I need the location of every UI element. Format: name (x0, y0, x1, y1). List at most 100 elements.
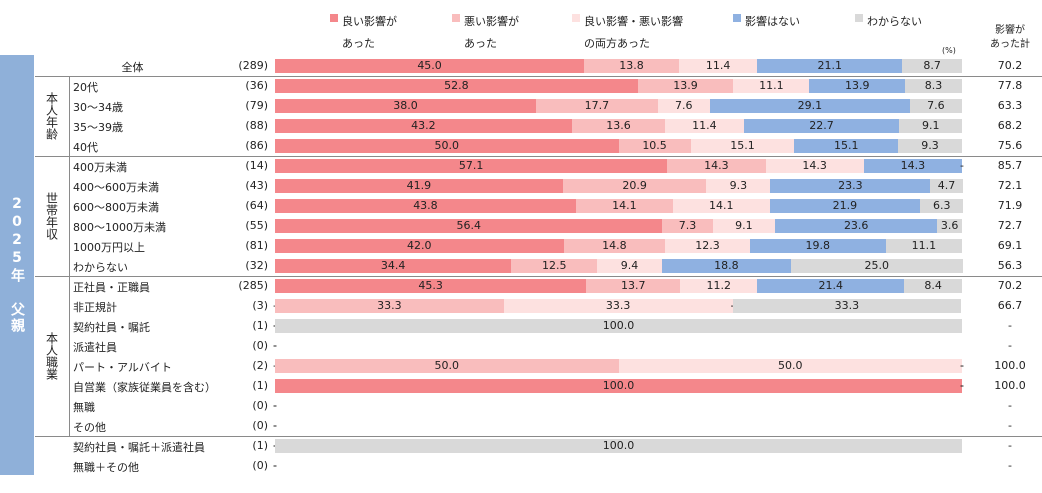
value-label: 3.6 (940, 219, 959, 232)
legend-swatch (733, 14, 741, 22)
bar-segment (902, 59, 962, 73)
count-label: (86) (245, 139, 268, 152)
value-label: - (960, 379, 964, 392)
bar-segment (536, 99, 658, 113)
value-label: 10.5 (642, 139, 667, 152)
legend-label: 悪い影響が あった (464, 15, 519, 50)
bar-segment (275, 259, 512, 273)
value-label: 45.0 (417, 59, 442, 72)
group-divider (69, 76, 70, 156)
category-label: 派遣社員 (73, 341, 117, 354)
count-label: (36) (245, 79, 268, 92)
value-label: - (273, 459, 277, 472)
value-label: - (960, 379, 964, 392)
category-label: 非正規計 (73, 301, 117, 314)
value-label: 9.3 (921, 139, 939, 152)
bar-segment (909, 99, 962, 113)
value-label: - (273, 399, 277, 412)
value-label: - (960, 359, 964, 372)
value-label: 14.3 (802, 159, 827, 172)
value-label: 43.8 (413, 199, 438, 212)
category-label: 正社員・正職員 (73, 281, 150, 294)
bar-segment (275, 119, 572, 133)
bar-segment (275, 319, 962, 333)
bar-segment (618, 359, 962, 373)
bar-segment (899, 119, 962, 133)
value-label: - (273, 339, 277, 352)
group-divider (69, 156, 70, 276)
bar-segment (584, 59, 679, 73)
category-label: その他 (73, 421, 106, 434)
value-label: 45.3 (418, 279, 443, 292)
total-label: - (1008, 439, 1012, 452)
value-label: 21.4 (818, 279, 844, 292)
value-label: 41.9 (406, 179, 432, 192)
total-label: 77.8 (997, 79, 1023, 92)
value-label: - (273, 339, 277, 352)
bar-segment (769, 199, 921, 213)
bar-segment (904, 79, 962, 93)
bar-segment (571, 119, 666, 133)
bar-segment (790, 259, 963, 273)
value-label: 23.3 (838, 179, 863, 192)
category-label: 契約社員・嘱託＋派遣社員 (73, 441, 205, 454)
value-label: 13.7 (621, 279, 646, 292)
total-label: 72.1 (997, 179, 1023, 192)
value-label: 14.3 (704, 159, 729, 172)
group-label: 本人職業 (44, 332, 59, 380)
count-label: (55) (245, 219, 268, 232)
legend-label: わからない (867, 15, 922, 28)
total-label: 56.3 (997, 259, 1023, 272)
category-label: 自営業（家族従業員を含む） (73, 381, 216, 394)
group-label: 世帯年収 (44, 192, 59, 240)
value-label: 38.0 (393, 99, 418, 112)
value-label: 7.6 (927, 99, 945, 112)
value-label: - (273, 419, 277, 432)
bar-segment (503, 299, 733, 313)
value-label: 9.1 (735, 219, 753, 232)
bar-segment (680, 279, 758, 293)
category-label: 無職＋その他 (73, 461, 139, 474)
total-label: 100.0 (994, 359, 1026, 372)
count-label: (0) (252, 399, 268, 412)
bar-segment (920, 199, 964, 213)
category-label: わからない (73, 261, 128, 274)
value-label: 20.9 (622, 179, 647, 192)
value-label: - (960, 159, 964, 172)
bar-segment (733, 79, 810, 93)
value-label: 100.0 (602, 379, 635, 392)
group-separator (35, 76, 1042, 77)
value-label: - (273, 459, 277, 472)
bar-segment (678, 59, 758, 73)
total-label: 75.6 (997, 139, 1023, 152)
group-separator (35, 156, 1042, 157)
value-label: 13.9 (844, 79, 870, 92)
bar-segment (765, 159, 864, 173)
value-label: 4.7 (937, 179, 956, 192)
value-label: 34.4 (380, 259, 406, 272)
category-label: 全体 (121, 61, 144, 74)
legend-swatch (452, 14, 460, 22)
bar-segment (743, 119, 900, 133)
category-label: 20代 (73, 81, 98, 94)
bar-segment (757, 59, 903, 73)
value-label: 11.1 (911, 239, 937, 252)
value-label: 11.4 (692, 119, 717, 132)
bar-segment (937, 219, 962, 233)
value-label: 33.3 (834, 299, 860, 312)
bar-segment (904, 279, 962, 293)
value-label: 50.0 (778, 359, 803, 372)
value-label: 33.3 (377, 299, 402, 312)
value-label: - (273, 459, 277, 472)
value-label: 17.7 (584, 99, 610, 112)
count-label: (43) (245, 179, 268, 192)
bar-segment (898, 139, 962, 153)
total-label: - (1008, 319, 1012, 332)
group-label: 本人年齢 (44, 92, 59, 140)
bar-segment (757, 279, 905, 293)
group-divider (69, 276, 70, 436)
count-label: (0) (252, 339, 268, 352)
total-label: 69.1 (997, 239, 1023, 252)
legend-swatch (572, 14, 580, 22)
